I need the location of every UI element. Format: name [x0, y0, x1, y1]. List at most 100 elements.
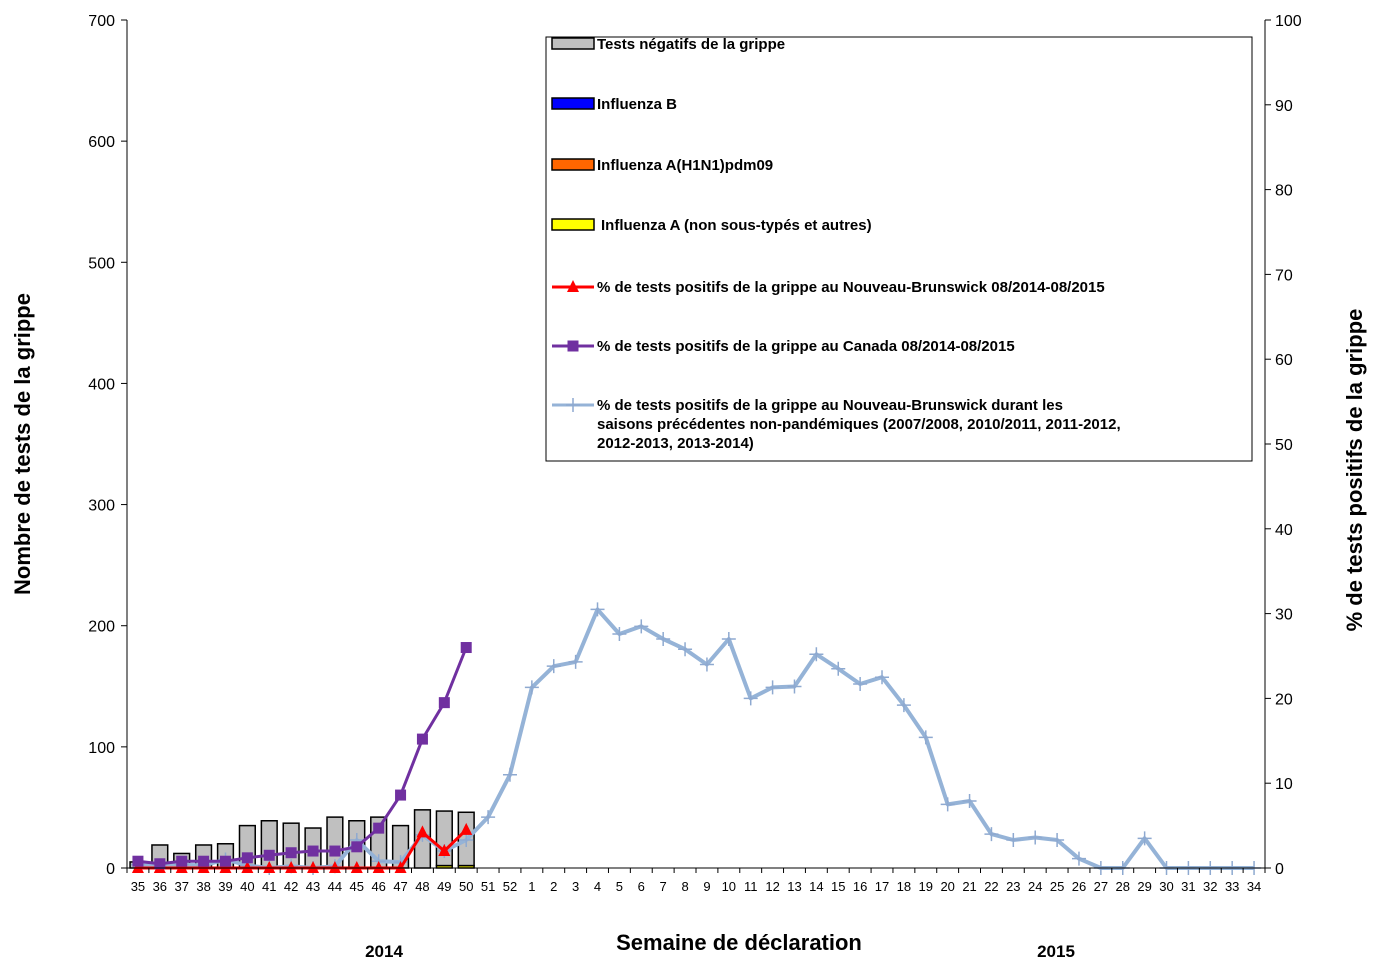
y-tick-label-right: 20: [1275, 691, 1293, 708]
legend-swatch: [551, 218, 595, 231]
y-ticks-right: 0 10 20 30 40 50 60 70 80 90 100: [1265, 13, 1302, 878]
x-tick-label: 18: [897, 879, 911, 894]
series-point-0: [241, 861, 254, 873]
series-point-0: [175, 861, 188, 873]
series-point-1: [132, 855, 144, 867]
x-tick-label: 27: [1094, 879, 1108, 894]
series-point-2: [984, 827, 999, 842]
x-tick-label: 15: [831, 879, 845, 894]
series-point-2: [809, 647, 824, 662]
series-point-2: [459, 833, 474, 848]
x-tick-label: 1: [528, 879, 535, 894]
y-tick-label-left: 0: [106, 861, 115, 878]
y-tick-label-left: 300: [88, 498, 115, 515]
x-tick-label: 23: [1006, 879, 1020, 894]
series-point-2: [831, 661, 846, 676]
x-tick-label: 25: [1050, 879, 1064, 894]
year-label-2014: 2014: [365, 942, 403, 961]
y-tick-label-right: 100: [1275, 13, 1302, 30]
legend-label: Influenza B: [597, 96, 677, 113]
series-point-0: [285, 861, 298, 873]
y-tick-label-right: 40: [1275, 522, 1293, 539]
series-point-2: [524, 680, 539, 695]
series-point-1: [373, 822, 385, 834]
x-tick-label: 37: [174, 879, 188, 894]
y-tick-label-left: 700: [88, 13, 115, 30]
x-tick-label: 11: [744, 879, 758, 894]
x-tick-label: 3: [572, 879, 579, 894]
series-point-2: [590, 602, 605, 617]
x-tick-label: 47: [393, 879, 407, 894]
series-point-1: [198, 855, 210, 867]
series-point-1: [263, 849, 275, 861]
x-tick-label: 40: [240, 879, 254, 894]
x-tick-label: 2: [550, 879, 557, 894]
legend-swatch: [551, 97, 595, 110]
series-point-1: [329, 845, 341, 857]
x-tick-label: 5: [616, 879, 623, 894]
series-point-2: [940, 797, 955, 812]
x-tick-label: 10: [722, 879, 736, 894]
series-point-1: [307, 845, 319, 857]
x-tick-label: 4: [594, 879, 601, 894]
y-tick-label-right: 10: [1275, 776, 1293, 793]
x-tick-label: 13: [787, 879, 801, 894]
x-tick-label: 19: [919, 879, 933, 894]
legend: Tests négatifs de la grippe Influenza B In…: [545, 36, 1253, 462]
series-point-0: [328, 861, 341, 873]
series-point-0: [197, 861, 210, 873]
x-tick-label: 24: [1028, 879, 1042, 894]
series-point-2: [896, 698, 911, 713]
y-tick-label-right: 70: [1275, 267, 1293, 284]
x-ticks: 35 36 37 38 39 40 41 42 43 44 45 46 47 48 49 50 51 52 1 2 3 4…: [126, 868, 1266, 894]
series-point-1: [351, 841, 363, 853]
y-ticks-left: 0 100 200 300 400 500 600 700: [88, 13, 127, 878]
legend-label: Tests négatifs de la grippe: [597, 36, 785, 53]
x-tick-label: 26: [1072, 879, 1086, 894]
x-tick-label: 17: [875, 879, 889, 894]
series-point-1: [395, 789, 407, 801]
x-tick-label: 49: [437, 879, 451, 894]
x-tick-label: 31: [1181, 879, 1195, 894]
series-point-0: [219, 861, 232, 873]
x-tick-label: 38: [196, 879, 210, 894]
legend-label: % de tests positifs de la grippe au Cana…: [597, 338, 1015, 355]
legend-box: [545, 36, 1253, 462]
x-tick-label: 28: [1116, 879, 1130, 894]
y-tick-label-right: 0: [1275, 861, 1284, 878]
x-tick-label: 36: [153, 879, 167, 894]
x-axis-title: Semaine de déclaration: [616, 930, 862, 955]
legend-label: Influenza A(H1N1)pdm09: [597, 157, 773, 174]
y-tick-label-left: 500: [88, 255, 115, 272]
series-point-2: [612, 626, 627, 641]
series-point-2: [568, 654, 583, 669]
x-tick-label: 33: [1225, 879, 1239, 894]
x-tick-label: 41: [262, 879, 276, 894]
year-label-2015: 2015: [1037, 942, 1075, 961]
y-tick-label-left: 400: [88, 376, 115, 393]
series-line-1: [137, 646, 468, 866]
series-point-0: [131, 861, 144, 873]
x-tick-label: 22: [984, 879, 998, 894]
y-axis-title-right: % de tests positifs de la grippe: [1342, 309, 1367, 632]
series-point-2: [1028, 830, 1043, 845]
series-point-2: [1006, 833, 1021, 848]
legend-label: Influenza A (non sous-typés et autres): [601, 217, 872, 234]
x-tick-label: 51: [481, 879, 495, 894]
series-point-1: [154, 858, 166, 870]
legend-swatch-marker: [567, 340, 579, 352]
series-point-2: [546, 659, 561, 674]
series-point-0: [350, 861, 363, 873]
series-point-1: [460, 642, 472, 654]
series-point-2: [765, 680, 780, 695]
y-tick-label-right: 50: [1275, 437, 1293, 454]
series-point-2: [721, 632, 736, 647]
y-tick-label-right: 80: [1275, 183, 1293, 200]
series-point-1: [438, 697, 450, 709]
x-tick-label: 46: [371, 879, 385, 894]
y-tick-label-right: 30: [1275, 607, 1293, 624]
series-point-2: [656, 632, 671, 647]
x-tick-label: 34: [1247, 879, 1261, 894]
x-tick-label: 12: [765, 879, 779, 894]
